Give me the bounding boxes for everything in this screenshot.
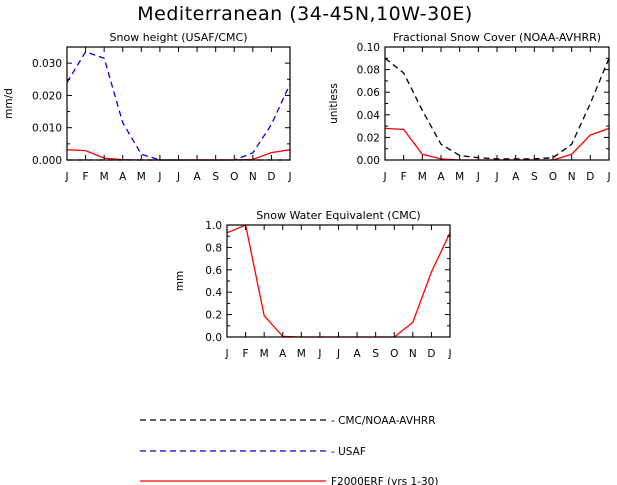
snow-cover-xtick-label: S xyxy=(531,171,538,183)
snow-height-xtick-label: N xyxy=(249,171,257,183)
snow-height-ytick-label: 0.030 xyxy=(32,58,62,70)
swe-xtick-label: A xyxy=(353,348,361,360)
snow-cover-xtick-label: O xyxy=(549,171,557,183)
swe-xtick-label: J xyxy=(336,348,340,360)
snow-cover-xtick-label: D xyxy=(586,171,594,183)
snow-height-xtick-label: J xyxy=(64,171,68,183)
snow-cover-ytick-label: 0.02 xyxy=(357,132,380,144)
snow-height-ylabel: mm/d xyxy=(3,88,15,119)
snow-height-xtick-label: M xyxy=(100,171,109,183)
swe-ylabel: mm xyxy=(174,271,186,291)
snow-cover-frame xyxy=(384,46,610,161)
snow-height-xtick-label: O xyxy=(230,171,238,183)
snow-height-series-usaf xyxy=(66,51,291,161)
snow-cover-xtick-label: A xyxy=(437,171,445,183)
swe-xtick-label: J xyxy=(224,348,228,360)
snow-height-frame xyxy=(66,46,291,161)
snow-cover-ytick-label: 0.08 xyxy=(357,65,380,77)
swe-title: Snow Water Equivalent (CMC) xyxy=(256,209,420,222)
snow-cover-ytick-label: 0.00 xyxy=(357,155,380,167)
swe-ytick-label: 0.4 xyxy=(205,287,222,299)
snow-cover-xtick-label: M xyxy=(418,171,427,183)
swe-series-f2000erf-yrs-1-30- xyxy=(226,224,451,338)
swe-xtick-label: J xyxy=(317,348,321,360)
snow-cover-xtick-label: J xyxy=(494,171,498,183)
swe-ytick-label: 0.8 xyxy=(205,242,222,254)
snow-height-xtick-label: A xyxy=(119,171,127,183)
chart-snow-height: Snow height (USAF/CMC) 0.000 0.010 0.020 0.0… xyxy=(3,31,292,183)
chart-snow-cover: Fractional Snow Cover (NOAA-AVHRR) 0.00 0.… xyxy=(328,31,611,183)
snow-cover-xtick-label: J xyxy=(476,171,480,183)
swe-xtick-label: M xyxy=(297,348,306,360)
legend-label-0: - CMC/NOAA-AVHRR xyxy=(331,415,436,427)
swe-xtick-label: O xyxy=(390,348,398,360)
snow-cover-ylabel: unitless xyxy=(328,83,340,124)
snow-height-ytick-label: 0.010 xyxy=(32,123,62,135)
snow-cover-xtick-label: N xyxy=(568,171,576,183)
snow-height-xtick-label: A xyxy=(193,171,201,183)
legend: - CMC/NOAA-AVHRR - USAF F2000ERF (yrs 1-30… xyxy=(140,415,438,485)
swe-xtick-label: N xyxy=(409,348,417,360)
snow-height-xtick-label: J xyxy=(287,171,291,183)
snow-height-ytick-label: 0.000 xyxy=(32,155,62,167)
snow-height-xtick-label: J xyxy=(157,171,161,183)
swe-frame xyxy=(226,224,451,338)
swe-ytick-label: 0.2 xyxy=(205,310,222,322)
swe-xtick-label: D xyxy=(427,348,435,360)
swe-ytick-label: 0.0 xyxy=(205,332,222,344)
chart-swe: Snow Water Equivalent (CMC) 0.0 0.2 0.4 0.6 0… xyxy=(174,209,452,360)
legend-label-1: - USAF xyxy=(331,446,366,458)
snow-cover-xtick-label: A xyxy=(512,171,520,183)
swe-xtick-label: M xyxy=(260,348,269,360)
snow-height-ytick-label: 0.020 xyxy=(32,90,62,102)
figure-title: Mediterranean (34-45N,10W-30E) xyxy=(137,3,472,25)
snow-height-title: Snow height (USAF/CMC) xyxy=(110,31,248,44)
legend-label-2: F2000ERF (yrs 1-30) xyxy=(331,476,438,485)
snow-cover-title: Fractional Snow Cover (NOAA-AVHRR) xyxy=(393,31,601,44)
snow-height-xtick-label: F xyxy=(83,171,89,183)
snow-cover-ytick-label: 0.06 xyxy=(357,87,381,99)
swe-xtick-label: F xyxy=(243,348,249,360)
snow-height-xtick-label: S xyxy=(212,171,219,183)
snow-height-xtick-label: J xyxy=(176,171,180,183)
snow-cover-xtick-label: F xyxy=(401,171,407,183)
snow-cover-ytick-label: 0.04 xyxy=(357,110,381,122)
snow-height-xtick-label: M xyxy=(137,171,146,183)
snow-cover-xtick-label: M xyxy=(455,171,464,183)
snow-height-xtick-label: D xyxy=(267,171,275,183)
snow-cover-series-cmc-noaa-avhrr xyxy=(384,57,610,160)
snow-cover-ytick-label: 0.10 xyxy=(357,42,380,54)
swe-xtick-label: S xyxy=(372,348,379,360)
swe-xtick-label: A xyxy=(279,348,287,360)
swe-xtick-label: J xyxy=(447,348,451,360)
snow-cover-xtick-label: J xyxy=(606,171,610,183)
swe-ytick-label: 1.0 xyxy=(205,220,222,232)
snow-cover-xtick-label: J xyxy=(382,171,386,183)
swe-ytick-label: 0.6 xyxy=(205,265,222,277)
